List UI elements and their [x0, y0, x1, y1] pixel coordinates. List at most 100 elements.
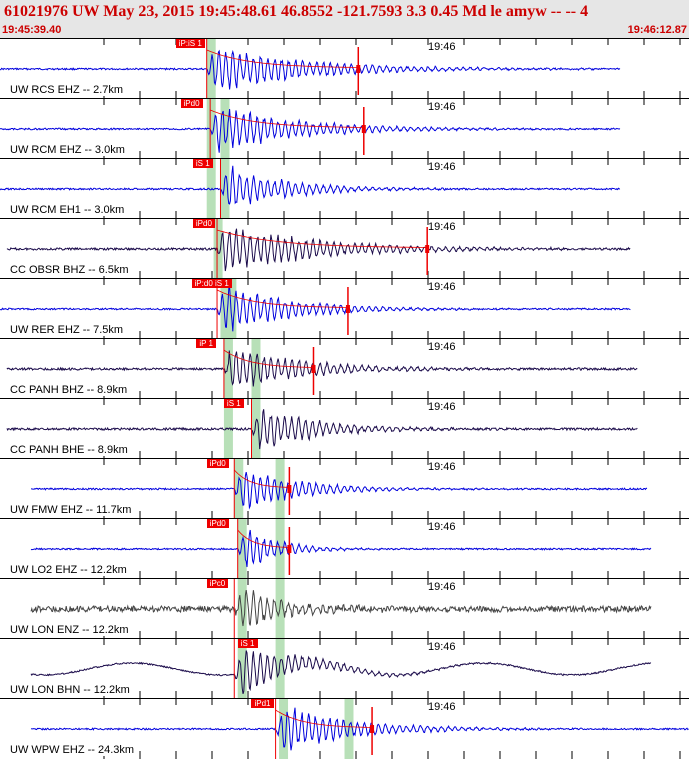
- waveform-trace: [30, 650, 652, 694]
- phase-pick-label[interactable]: iS 1: [192, 159, 213, 168]
- event-header: 61021976 UW May 23, 2015 19:45:48.61 46.…: [0, 0, 689, 38]
- phase-pick-label[interactable]: iS 1: [223, 399, 244, 408]
- time-tick-label: 19:46: [428, 41, 456, 53]
- waveform-trace: [6, 228, 631, 272]
- waveform-plot: [0, 279, 681, 339]
- trace-panel[interactable]: 19:46 iP:d0 iS 1 UW RER EHZ -- 7.5km: [0, 278, 689, 339]
- waveform-trace: [30, 590, 652, 627]
- time-tick-label: 19:46: [428, 641, 456, 653]
- waveform-plot: [30, 579, 681, 639]
- time-tick-label: 19:46: [428, 101, 456, 113]
- trace-panel[interactable]: 19:46 iPd0 CC OBSR BHZ -- 6.5km: [0, 218, 689, 279]
- analysis-window: [237, 639, 247, 699]
- seismogram-traces: 19:46 iP:iS 1 UW RCS EHZ -- 2.7km 19:46 iPd0…: [0, 38, 689, 759]
- time-tick-label: 19:46: [428, 341, 456, 353]
- trace-panel[interactable]: 19:46 iS 1 UW LON BHN -- 12.2km: [0, 638, 689, 699]
- analysis-window: [220, 99, 230, 159]
- station-label: CC PANH BHE -- 8.9km: [10, 444, 128, 456]
- waveform-plot: [6, 339, 681, 399]
- coda-curve: [216, 289, 347, 308]
- station-label: UW LON BHN -- 12.2km: [10, 684, 130, 696]
- waveform-trace: [30, 707, 689, 751]
- station-label: UW FMW EHZ -- 11.7km: [10, 504, 132, 516]
- coda-curve: [216, 229, 428, 248]
- station-label: CC PANH BHZ -- 8.9km: [10, 384, 128, 396]
- waveform-trace: [31, 471, 648, 510]
- coda-curve: [206, 49, 357, 68]
- coda-marker-dot: [361, 125, 366, 133]
- phase-pick-label[interactable]: iPd0: [206, 519, 229, 528]
- phase-pick-label[interactable]: iS 1: [237, 639, 258, 648]
- analysis-window: [206, 99, 216, 159]
- phase-pick-label[interactable]: iP:iS 1: [175, 39, 205, 48]
- phase-pick-label[interactable]: iP:d0 iS 1: [191, 279, 232, 288]
- coda-curve: [234, 469, 289, 488]
- trace-panel[interactable]: 19:46 iP 1 CC PANH BHZ -- 8.9km: [0, 338, 689, 399]
- analysis-window: [234, 459, 244, 519]
- trace-panel[interactable]: 19:46 iS 1 UW RCM EH1 -- 3.0km: [0, 158, 689, 219]
- phase-pick-label[interactable]: iPc0: [206, 579, 229, 588]
- trace-panel[interactable]: 19:46 iPd0 UW LO2 EHZ -- 12.2km: [0, 518, 689, 579]
- analysis-window: [237, 579, 247, 639]
- analysis-window: [220, 159, 230, 219]
- time-tick-label: 19:46: [428, 401, 456, 413]
- trace-panel[interactable]: 19:46 iPd1 UW WPW EHZ -- 24.3km: [0, 698, 689, 759]
- coda-marker-dot: [287, 485, 292, 493]
- station-label: CC OBSR BHZ -- 6.5km: [10, 264, 129, 276]
- waveform-trace: [0, 108, 621, 153]
- analysis-window: [279, 699, 289, 759]
- station-label: UW LO2 EHZ -- 12.2km: [10, 564, 127, 576]
- analysis-window: [275, 639, 285, 699]
- waveform-plot: [6, 399, 681, 459]
- start-time-label: 19:45:39.40: [2, 24, 62, 36]
- phase-pick-label[interactable]: iPd0: [180, 99, 203, 108]
- waveform-plot: [30, 639, 681, 699]
- phase-pick-label[interactable]: iP 1: [196, 339, 216, 348]
- time-tick-label: 19:46: [428, 281, 456, 293]
- analysis-window: [237, 519, 247, 579]
- station-label: UW RCM EHZ -- 3.0km: [10, 144, 125, 156]
- trace-panel[interactable]: 19:46 iPd0 UW FMW EHZ -- 11.7km: [0, 458, 689, 519]
- waveform-plot: [0, 159, 681, 219]
- phase-pick-label[interactable]: iPd0: [192, 219, 215, 228]
- coda-marker-dot: [311, 365, 316, 373]
- waveform-plot: [30, 699, 689, 759]
- waveform-trace: [0, 285, 631, 332]
- station-label: UW LON ENZ -- 12.2km: [10, 624, 129, 636]
- phase-pick-label[interactable]: iPd1: [251, 699, 274, 708]
- trace-panel[interactable]: 19:46 iPd0 UW RCM EHZ -- 3.0km: [0, 98, 689, 159]
- analysis-window: [220, 279, 230, 339]
- station-label: UW RER EHZ -- 7.5km: [10, 324, 124, 336]
- waveform-trace: [0, 49, 621, 90]
- trace-panel[interactable]: 19:46 iS 1 CC PANH BHE -- 8.9km: [0, 398, 689, 459]
- station-label: UW RCM EH1 -- 3.0km: [10, 204, 125, 216]
- analysis-window: [251, 399, 261, 459]
- analysis-window: [206, 39, 216, 99]
- coda-marker-dot: [425, 245, 430, 253]
- analysis-window: [227, 279, 237, 339]
- analysis-window: [223, 339, 233, 399]
- waveform-plot: [6, 219, 681, 279]
- coda-marker-dot: [370, 725, 375, 733]
- time-tick-label: 19:46: [428, 701, 456, 713]
- waveform-trace: [30, 529, 652, 568]
- coda-curve: [275, 709, 372, 728]
- coda-marker-dot: [345, 305, 350, 313]
- time-tick-label: 19:46: [428, 521, 456, 533]
- time-tick-label: 19:46: [428, 221, 456, 233]
- event-title: 61021976 UW May 23, 2015 19:45:48.61 46.…: [4, 3, 589, 20]
- waveform-trace: [6, 350, 638, 387]
- waveform-plot: [31, 459, 681, 519]
- phase-pick-label[interactable]: iPd0: [206, 459, 229, 468]
- station-label: UW WPW EHZ -- 24.3km: [10, 744, 135, 756]
- trace-panel[interactable]: 19:46 iP:iS 1 UW RCS EHZ -- 2.7km: [0, 38, 689, 99]
- coda-curve: [237, 529, 288, 548]
- waveform-trace: [0, 165, 621, 205]
- trace-panel[interactable]: 19:46 iPc0 UW LON ENZ -- 12.2km: [0, 578, 689, 639]
- coda-marker-dot: [287, 545, 292, 553]
- time-tick-label: 19:46: [428, 161, 456, 173]
- analysis-window: [251, 339, 261, 399]
- time-tick-label: 19:46: [428, 461, 456, 473]
- time-tick-label: 19:46: [428, 581, 456, 593]
- station-label: UW RCS EHZ -- 2.7km: [10, 84, 124, 96]
